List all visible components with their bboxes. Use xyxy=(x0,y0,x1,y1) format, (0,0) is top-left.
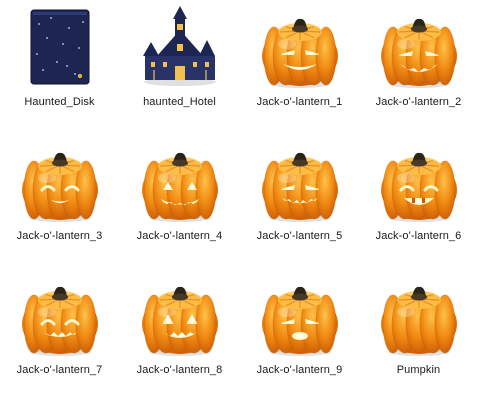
jack-o-lantern-icon xyxy=(137,272,223,358)
file-label: Jack-o'-lantern_7 xyxy=(16,364,103,376)
file-label: Jack-o'-lantern_6 xyxy=(375,230,462,242)
haunted-disk-icon xyxy=(17,4,103,90)
jack-o-lantern-icon xyxy=(17,272,103,358)
jack-o-lantern-icon xyxy=(137,138,223,224)
file-item-jack-o-lantern-8[interactable]: Jack-o'-lantern_8 xyxy=(120,268,239,402)
pumpkin-icon xyxy=(376,272,462,358)
file-item-jack-o-lantern-3[interactable]: Jack-o'-lantern_3 xyxy=(0,134,119,268)
haunted-hotel-icon xyxy=(137,4,223,90)
file-label: Jack-o'-lantern_3 xyxy=(16,230,103,242)
file-label: Jack-o'-lantern_5 xyxy=(256,230,343,242)
jack-o-lantern-icon xyxy=(257,272,343,358)
file-label: Haunted_Disk xyxy=(24,96,95,108)
file-item-jack-o-lantern-2[interactable]: Jack-o'-lantern_2 xyxy=(359,0,478,134)
jack-o-lantern-icon xyxy=(257,4,343,90)
file-item-haunted-hotel[interactable]: haunted_Hotel xyxy=(120,0,239,134)
jack-o-lantern-icon xyxy=(376,4,462,90)
file-label: Jack-o'-lantern_1 xyxy=(256,96,343,108)
file-label: Jack-o'-lantern_8 xyxy=(136,364,223,376)
jack-o-lantern-icon xyxy=(376,138,462,224)
file-label: haunted_Hotel xyxy=(143,96,216,108)
file-label: Pumpkin xyxy=(396,364,441,376)
file-item-pumpkin[interactable]: Pumpkin xyxy=(359,268,478,402)
file-item-jack-o-lantern-6[interactable]: Jack-o'-lantern_6 xyxy=(359,134,478,268)
file-item-jack-o-lantern-5[interactable]: Jack-o'-lantern_5 xyxy=(240,134,359,268)
jack-o-lantern-icon xyxy=(257,138,343,224)
file-item-jack-o-lantern-7[interactable]: Jack-o'-lantern_7 xyxy=(0,268,119,402)
file-item-haunted-disk[interactable]: Haunted_Disk xyxy=(0,0,119,134)
file-label: Jack-o'-lantern_9 xyxy=(256,364,343,376)
jack-o-lantern-icon xyxy=(17,138,103,224)
file-label: Jack-o'-lantern_4 xyxy=(136,230,223,242)
file-item-jack-o-lantern-4[interactable]: Jack-o'-lantern_4 xyxy=(120,134,239,268)
file-item-jack-o-lantern-1[interactable]: Jack-o'-lantern_1 xyxy=(240,0,359,134)
file-item-jack-o-lantern-9[interactable]: Jack-o'-lantern_9 xyxy=(240,268,359,402)
file-label: Jack-o'-lantern_2 xyxy=(375,96,462,108)
